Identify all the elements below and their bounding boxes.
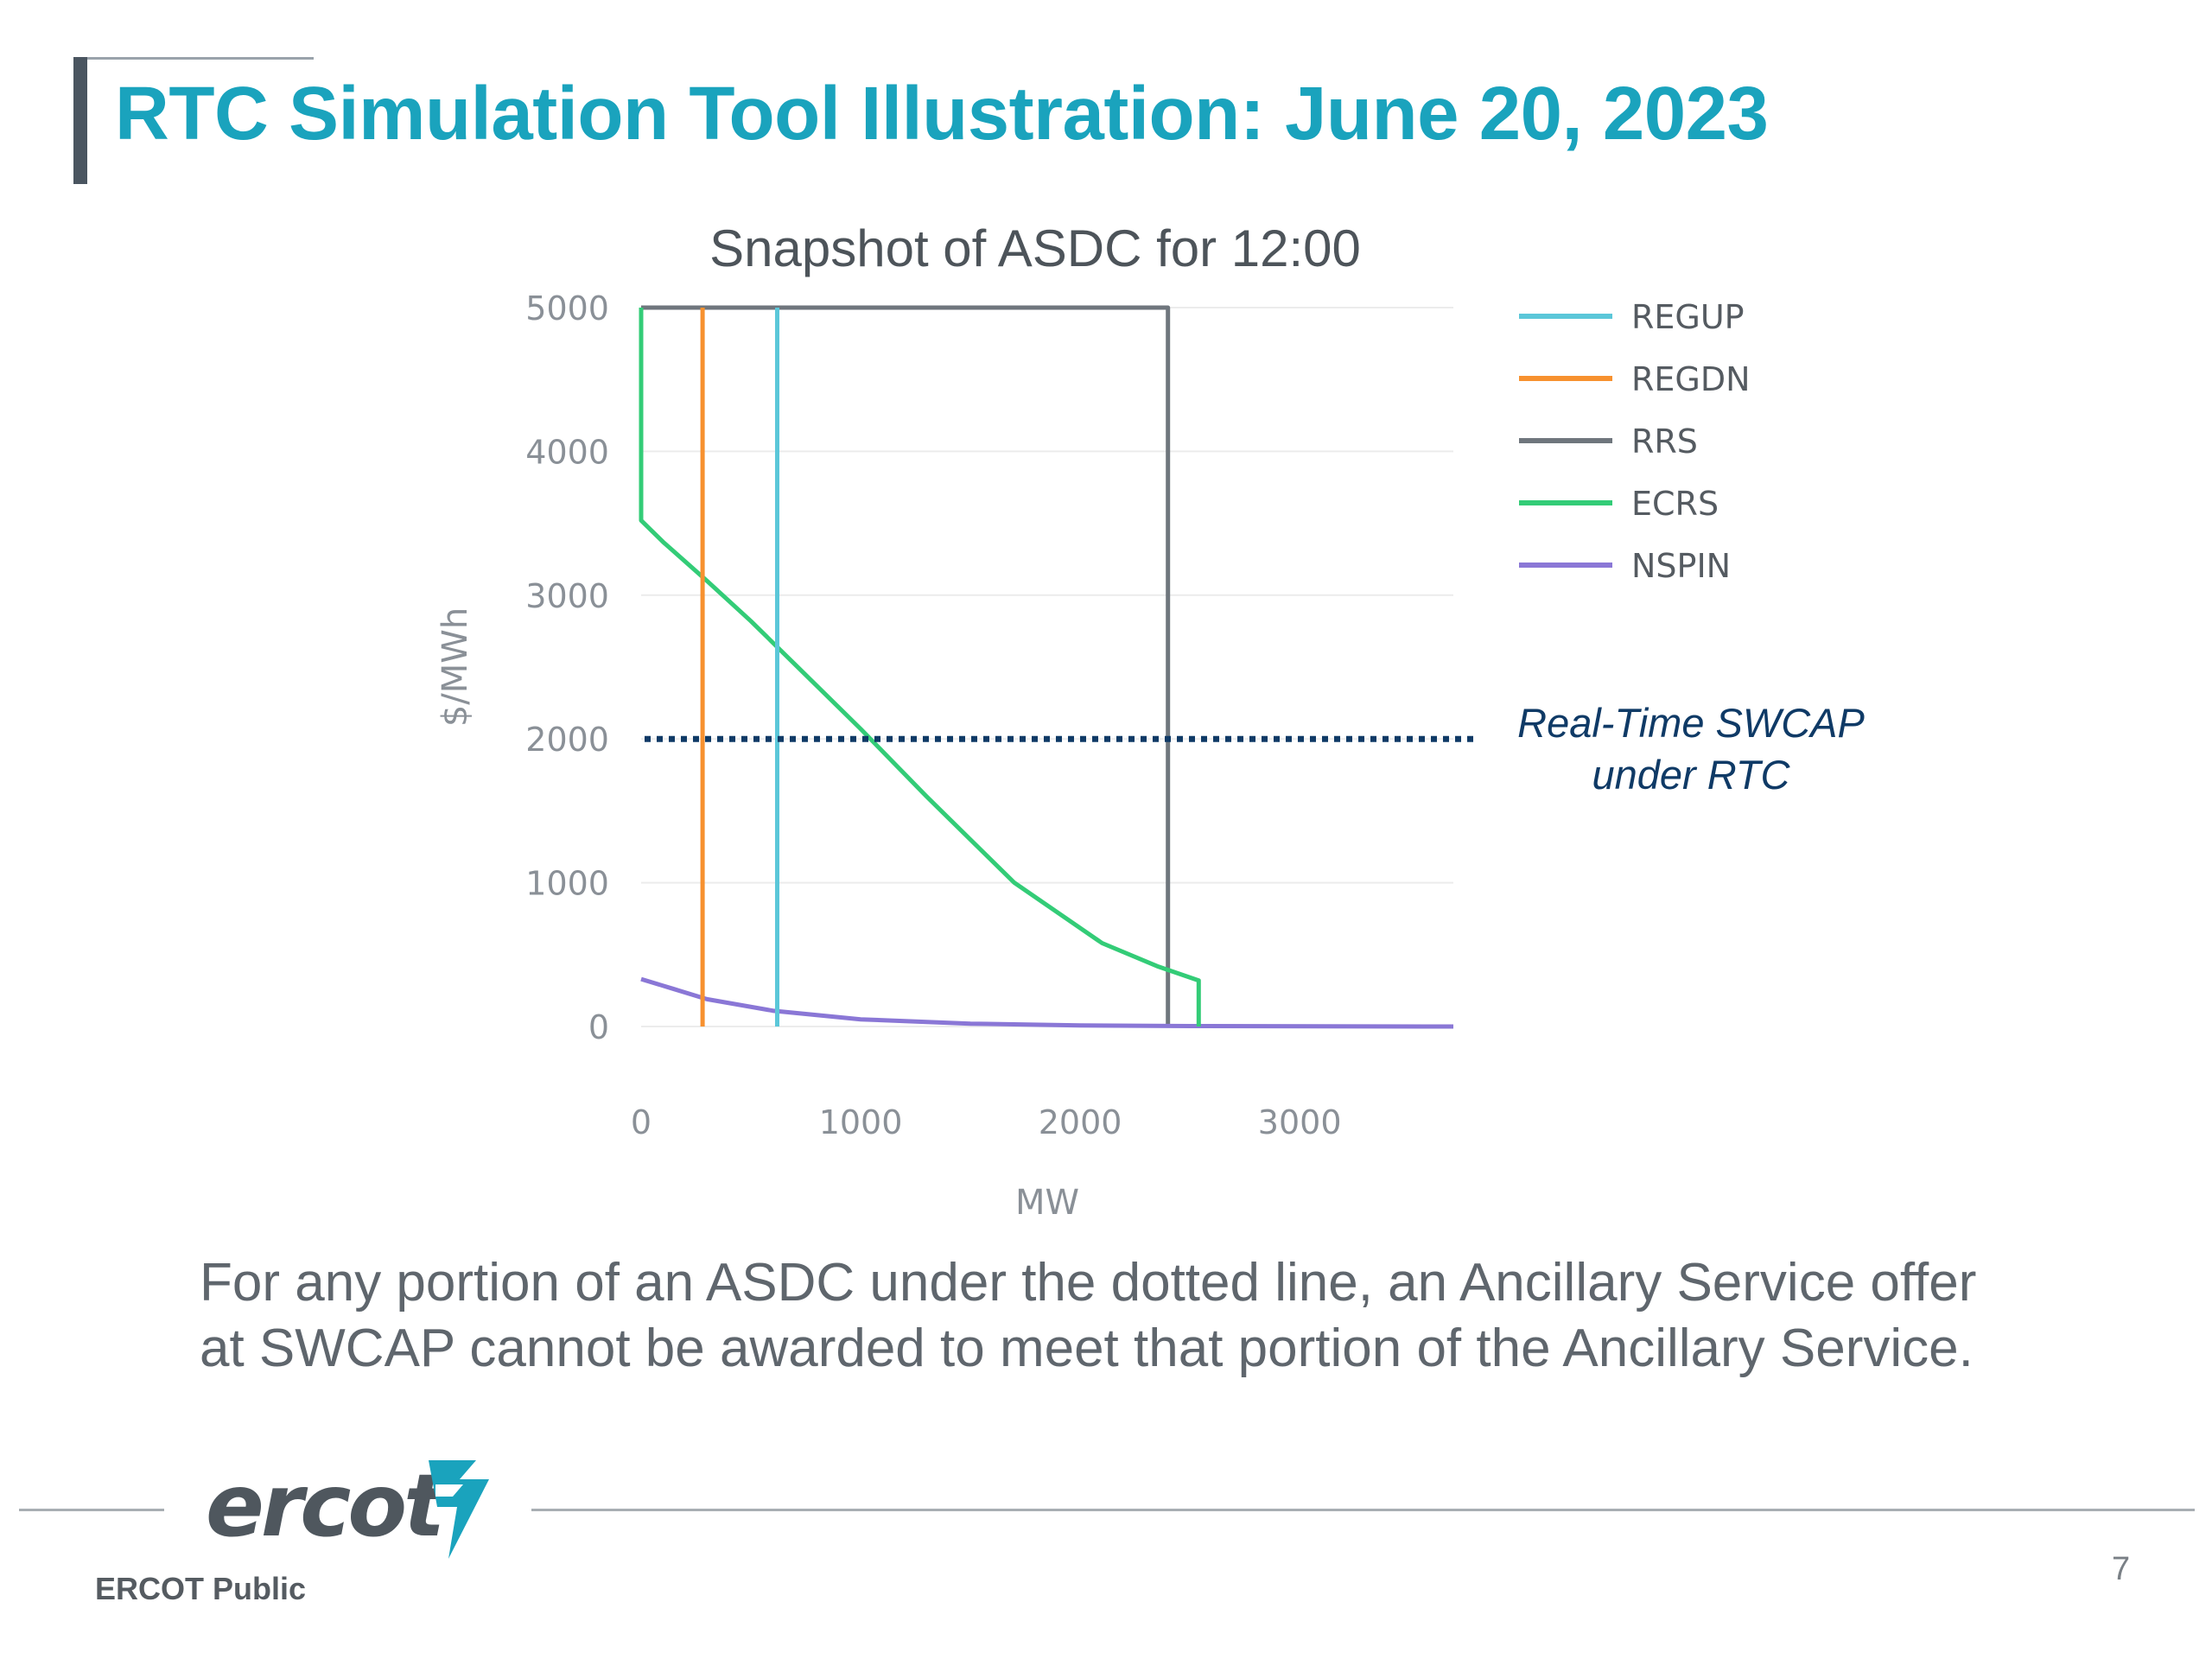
footer-label: ERCOT Public [95, 1571, 307, 1606]
y-axis-label: $/MWh [435, 607, 475, 727]
legend-label-regup: REGUP [1631, 298, 1745, 336]
series-line-nspin [640, 976, 1454, 1029]
legend-label-regdn: REGDN [1631, 360, 1751, 398]
x-tick-label: 1000 [819, 1103, 903, 1141]
y-tick-label: 2000 [525, 721, 609, 759]
chart-title: Snapshot of ASDC for 12:00 [709, 219, 1361, 277]
reference-line-label-2: under RTC [1592, 752, 1790, 798]
title-accent-bar [73, 57, 87, 184]
x-tick-label: 0 [631, 1103, 652, 1141]
series-line-ecrs [639, 308, 1201, 1027]
legend-label-ecrs: ECRS [1631, 485, 1719, 523]
page-number: 7 [2112, 1551, 2131, 1587]
y-tick-label: 0 [588, 1008, 609, 1046]
y-tick-label: 5000 [525, 289, 609, 327]
legend-label-nspin: NSPIN [1631, 547, 1731, 585]
x-tick-label: 2000 [1039, 1103, 1122, 1141]
footer-rule-right [531, 1509, 2195, 1511]
reference-line-label: Real-Time SWCAP [1517, 700, 1865, 746]
y-tick-label: 3000 [525, 577, 609, 615]
caption-line-1: For any portion of an ASDC under the dot… [200, 1253, 1977, 1313]
legend-label-rrs: RRS [1631, 423, 1698, 461]
x-axis-label: MW [1015, 1183, 1079, 1223]
ercot-logo: ercot [206, 1455, 489, 1559]
y-tick-label: 4000 [525, 433, 609, 471]
svg-text:ercot: ercot [206, 1455, 448, 1556]
title-rule [87, 57, 314, 60]
x-tick-label: 3000 [1258, 1103, 1342, 1141]
caption-line-2: at SWCAP cannot be awarded to meet that … [200, 1319, 1974, 1378]
slide-title: RTC Simulation Tool Illustration: June 2… [115, 72, 1769, 156]
series-line-rrs [641, 305, 1171, 1027]
footer-rule-left [19, 1509, 164, 1511]
y-tick-label: 1000 [525, 865, 609, 903]
slide-caption: For any portion of an ASDC under the dot… [200, 1250, 2101, 1382]
